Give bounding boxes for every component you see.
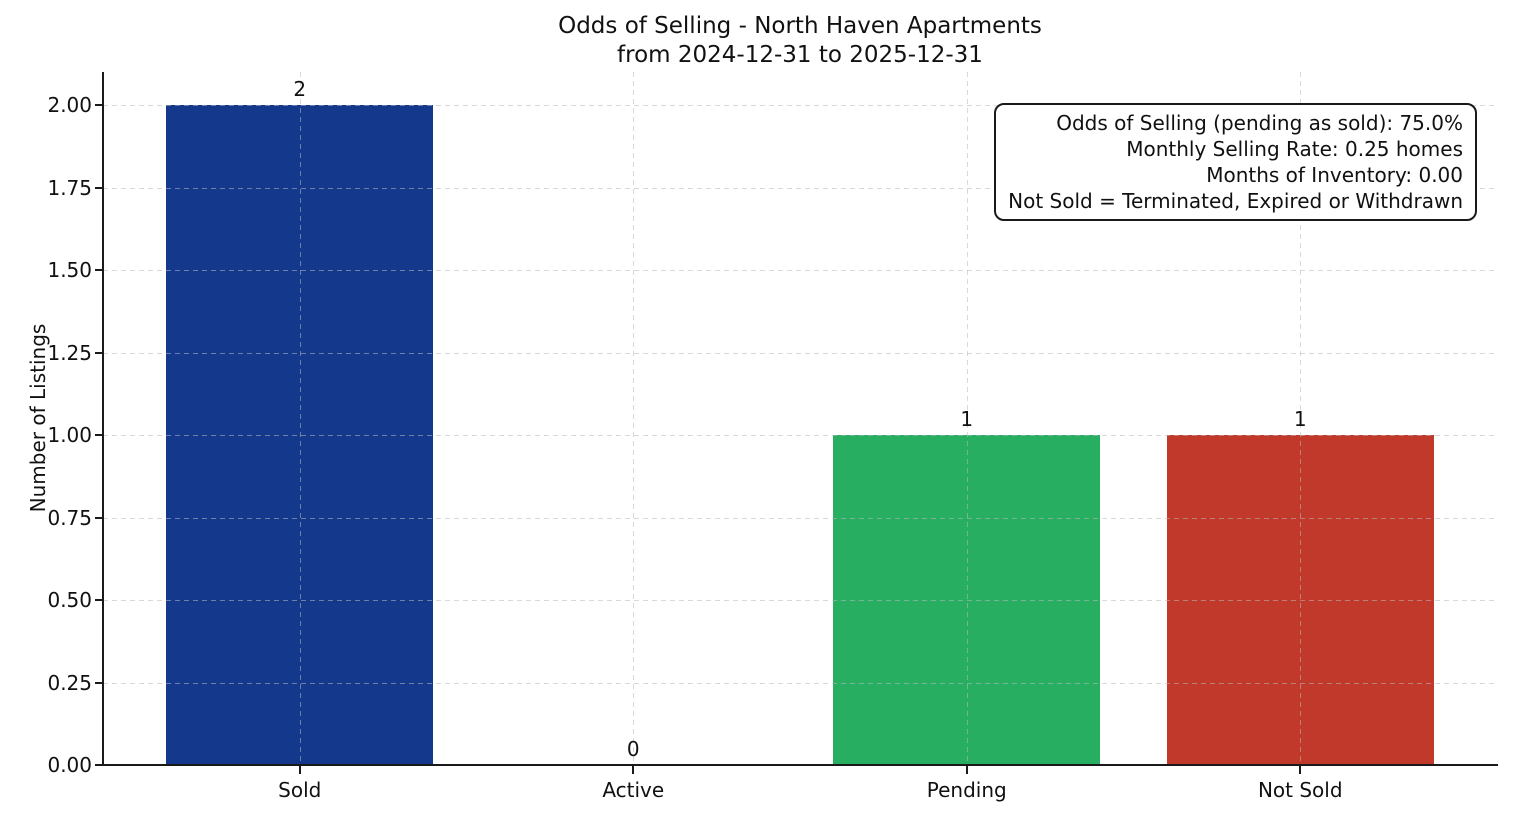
x-tick-mark: [1299, 766, 1302, 774]
x-tick-label-sold: Sold: [278, 778, 322, 802]
bar-value-label-active: 0: [626, 737, 640, 761]
y-tick-mark: [95, 434, 103, 436]
y-tick-mark: [95, 351, 103, 354]
h-gridline: [103, 435, 1497, 436]
y-tick-label: 0.50: [47, 588, 92, 612]
v-gridline: [299, 72, 301, 765]
y-tick-mark: [95, 104, 103, 106]
bar-value-label-pending: 1: [960, 407, 974, 431]
x-tick-label-active: Active: [602, 778, 665, 802]
x-axis-spine: [102, 764, 1498, 766]
h-gridline: [103, 517, 1497, 519]
y-tick-label: 0.25: [47, 670, 92, 695]
bar-value-label-not-sold: 1: [1293, 407, 1307, 431]
h-gridline: [103, 682, 1497, 684]
y-tick-label: 2.00: [47, 93, 92, 117]
x-tick-mark: [632, 766, 635, 774]
x-tick-label-pending: Pending: [926, 778, 1007, 802]
v-gridline: [1300, 72, 1302, 765]
y-axis-spine: [102, 72, 104, 766]
h-gridline: [103, 600, 1497, 601]
x-tick-label-not-sold: Not Sold: [1257, 778, 1343, 802]
y-tick-label: 1.00: [47, 423, 92, 447]
y-tick-mark: [95, 516, 103, 519]
x-tick-mark: [298, 766, 301, 774]
v-gridline: [633, 72, 635, 765]
annotation-not-sold-definition: Not Sold = Terminated, Expired or Withdr…: [1008, 189, 1463, 213]
y-tick-label: 1.25: [47, 340, 92, 365]
y-tick-mark: [95, 599, 103, 601]
h-gridline: [103, 187, 1497, 189]
y-tick-mark: [95, 186, 103, 189]
y-tick-mark: [95, 269, 103, 271]
h-gridline: [103, 352, 1497, 354]
h-gridline: [103, 105, 1497, 106]
y-tick-label: 1.50: [47, 258, 92, 282]
h-gridline: [103, 270, 1497, 271]
y-tick-mark: [95, 764, 103, 766]
chart-title: Odds of Selling - North Haven Apartments…: [103, 12, 1497, 70]
y-tick-label: 0.75: [47, 505, 92, 530]
chart-title-line2: from 2024-12-31 to 2025-12-31: [617, 42, 983, 68]
x-tick-mark: [965, 766, 968, 774]
annotation-monthly-selling-rate: Monthly Selling Rate: 0.25 homes: [1126, 137, 1463, 161]
y-tick-label: 0.00: [47, 753, 92, 777]
stats-annotation-box: Odds of Selling (pending as sold): 75.0%…: [994, 103, 1477, 221]
v-gridline: [966, 72, 968, 765]
y-tick-label: 1.75: [47, 175, 92, 200]
bar-value-label-sold: 2: [293, 77, 307, 101]
annotation-months-of-inventory: Months of Inventory: 0.00: [1206, 163, 1463, 187]
chart-title-line1: Odds of Selling - North Haven Apartments: [558, 13, 1042, 39]
annotation-odds-of-selling: Odds of Selling (pending as sold): 75.0%: [1056, 111, 1463, 135]
y-tick-mark: [95, 681, 103, 684]
